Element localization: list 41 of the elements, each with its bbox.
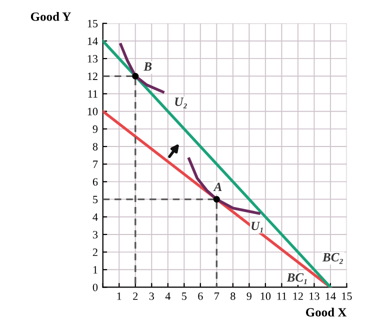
y-tick-label: 10 [88, 108, 98, 116]
y-tick-label: 2 [92, 248, 98, 256]
line-series [188, 157, 260, 215]
x-tick-label: 10 [260, 292, 271, 300]
annotation: BC₂ [322, 253, 343, 264]
x-axis-title: Good X [306, 308, 347, 317]
x-tick-label: 12 [293, 292, 303, 300]
annotation: B [144, 62, 152, 71]
x-tick-label: 7 [214, 292, 220, 300]
y-tick-label: 8 [92, 142, 98, 150]
y-tick-label: 5 [93, 196, 98, 204]
x-tick-label: 8 [230, 292, 236, 300]
annotation: U₁ [252, 222, 263, 233]
y-axis-title: Good Y [30, 12, 71, 21]
x-tick-label: 15 [342, 292, 352, 300]
x-tick-label: 1 [117, 292, 122, 300]
y-tick-label: 11 [88, 90, 98, 98]
y-tick-label: 12 [88, 72, 98, 80]
y-tick-label: 13 [88, 55, 98, 63]
x-tick-label: 3 [149, 292, 154, 300]
line-series [119, 43, 164, 94]
annotation: A [213, 182, 222, 191]
x-tick-label: 14 [326, 292, 336, 300]
annotation: BC₁ [286, 273, 307, 284]
y-tick-label: 9 [92, 125, 98, 133]
y-tick-label: 14 [88, 37, 98, 45]
y-tick-label: 4 [92, 213, 98, 221]
y-tick-label: 15 [88, 20, 98, 28]
x-tick-label: 5 [182, 292, 186, 300]
y-tick-label: 7 [93, 160, 98, 168]
x-tick-label: 11 [277, 292, 286, 300]
x-tick-label: 13 [310, 292, 320, 300]
x-tick-label: 4 [165, 292, 170, 300]
x-tick-label: 9 [246, 292, 252, 300]
y-tick-label: 6 [92, 178, 98, 186]
y-tick-label: 1 [93, 266, 98, 274]
y-tick-label: 0 [92, 284, 98, 292]
annotation: U₂ [175, 98, 187, 108]
x-tick-label: 2 [133, 292, 138, 300]
x-tick-label: 6 [198, 292, 203, 300]
y-tick-label: 3 [92, 230, 98, 238]
